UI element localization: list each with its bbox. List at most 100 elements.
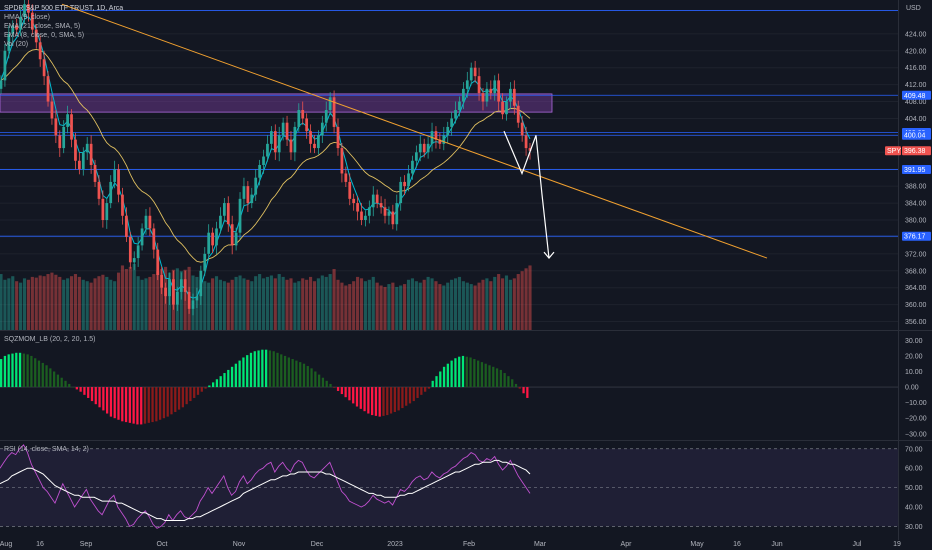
time-tick-label: Jul bbox=[853, 541, 862, 548]
volume-bar bbox=[399, 285, 403, 330]
momentum-bar bbox=[117, 387, 120, 420]
volume-bar bbox=[348, 284, 352, 330]
volume-bar bbox=[211, 278, 215, 330]
legend-ema21[interactable]: EMA (21, close, SMA, 5) bbox=[4, 23, 81, 30]
momentum-bar bbox=[56, 374, 60, 388]
candle-body bbox=[222, 203, 226, 216]
volume-bar bbox=[312, 281, 317, 330]
candle-body bbox=[258, 165, 261, 178]
volume-bar bbox=[375, 282, 379, 330]
candle-body bbox=[77, 160, 81, 170]
user-drawings[interactable] bbox=[61, 3, 768, 260]
volume-bar bbox=[406, 279, 411, 330]
price-tick-label: 364.00 bbox=[905, 285, 927, 292]
legend-volume[interactable]: Vol (20) bbox=[4, 41, 29, 48]
time-axis[interactable]: Aug 16 Sep Oct Nov Dec 2023 Feb Mar Apr May 16 Jun Ju… bbox=[0, 541, 901, 548]
volume-bar bbox=[0, 274, 3, 330]
candle-body bbox=[426, 143, 430, 153]
volume-bar bbox=[238, 275, 242, 330]
momentum-bar bbox=[454, 358, 457, 388]
volume-bar bbox=[3, 279, 7, 330]
volume-bar bbox=[226, 282, 230, 330]
candle-body bbox=[3, 50, 7, 81]
volume-bar bbox=[426, 276, 430, 330]
candle-body bbox=[266, 143, 269, 157]
candle-body bbox=[54, 118, 58, 136]
volume-bar bbox=[26, 279, 30, 330]
rsi-tick-label: 50.00 bbox=[905, 485, 923, 492]
volume-bar bbox=[293, 282, 297, 330]
volume-bar bbox=[442, 285, 446, 330]
candle-body bbox=[254, 177, 258, 195]
candle-body bbox=[481, 93, 485, 102]
volume-bar bbox=[179, 271, 183, 330]
volume-bar bbox=[42, 276, 46, 330]
candle-body bbox=[454, 110, 457, 119]
currency-label[interactable]: USD bbox=[906, 5, 921, 12]
candle-body bbox=[203, 253, 207, 271]
momentum-bar bbox=[405, 387, 408, 406]
candle-body bbox=[132, 258, 136, 263]
momentum-bar bbox=[75, 387, 78, 390]
volume-bar bbox=[66, 278, 70, 330]
momentum-bar bbox=[128, 387, 131, 423]
candle-body bbox=[270, 131, 273, 144]
volume-bar bbox=[160, 269, 164, 330]
candle-body bbox=[93, 165, 97, 182]
candle-body bbox=[489, 88, 493, 94]
main-legend[interactable]: SPDR S&P 500 ETF TRUST, 1D, Arca HMA (9,… bbox=[4, 4, 123, 49]
volume-bar bbox=[22, 278, 27, 330]
momentum-bar bbox=[526, 387, 529, 398]
time-tick-label: 16 bbox=[733, 541, 741, 548]
candle-body bbox=[450, 118, 454, 127]
candle-body bbox=[332, 97, 336, 127]
momentum-bar bbox=[374, 387, 378, 416]
candle-body bbox=[195, 296, 199, 301]
candle-body bbox=[528, 148, 532, 151]
candle-body bbox=[242, 186, 246, 199]
time-tick-label: 19 bbox=[893, 541, 901, 548]
momentum-tick-label: 0.00 bbox=[905, 385, 919, 392]
candle-body bbox=[352, 198, 356, 204]
candle-body bbox=[42, 59, 46, 77]
symbol-title[interactable]: SPDR S&P 500 ETF TRUST, 1D, Arca bbox=[4, 5, 124, 12]
candle-body bbox=[446, 126, 450, 136]
volume-bar bbox=[403, 284, 407, 330]
momentum-legend[interactable]: SQZMOM_LB (20, 2, 20, 1.5) bbox=[4, 336, 96, 343]
price-tick-label: 424.00 bbox=[905, 31, 927, 38]
momentum-bar bbox=[442, 366, 446, 388]
candle-body bbox=[207, 232, 211, 254]
volume-bar bbox=[285, 279, 289, 330]
momentum-bar bbox=[208, 385, 211, 388]
volume-bar bbox=[308, 276, 313, 330]
candle-body bbox=[121, 194, 124, 216]
candle-body bbox=[81, 152, 85, 170]
volume-bar bbox=[501, 278, 505, 330]
momentum-bar bbox=[473, 359, 476, 388]
volume-bar bbox=[156, 271, 160, 330]
momentum-bar bbox=[0, 359, 3, 388]
momentum-bar bbox=[469, 357, 472, 388]
momentum-bar bbox=[15, 352, 18, 388]
volume-bar bbox=[38, 275, 42, 330]
candle-body bbox=[340, 148, 344, 174]
momentum-bar bbox=[484, 363, 487, 388]
candle-body bbox=[27, 4, 30, 13]
legend-hma[interactable]: HMA (9, close) bbox=[4, 14, 50, 21]
candle-body bbox=[277, 135, 281, 153]
volume-bar bbox=[328, 274, 332, 330]
candle-body bbox=[85, 143, 89, 153]
candle-body bbox=[144, 215, 148, 229]
candle-body bbox=[58, 135, 62, 149]
candle-body bbox=[418, 143, 422, 153]
momentum-bar bbox=[480, 362, 484, 388]
momentum-bar bbox=[424, 387, 427, 392]
momentum-bar bbox=[359, 387, 362, 409]
momentum-bar bbox=[3, 355, 7, 388]
price-tick-label: 416.00 bbox=[905, 65, 927, 72]
candle-body bbox=[211, 232, 214, 246]
candle-body bbox=[62, 126, 66, 149]
legend-ema8[interactable]: EMA (8, close, 0, SMA, 5) bbox=[4, 32, 85, 39]
rsi-legend[interactable]: RSI (14, close, SMA, 14, 2) bbox=[4, 446, 89, 453]
